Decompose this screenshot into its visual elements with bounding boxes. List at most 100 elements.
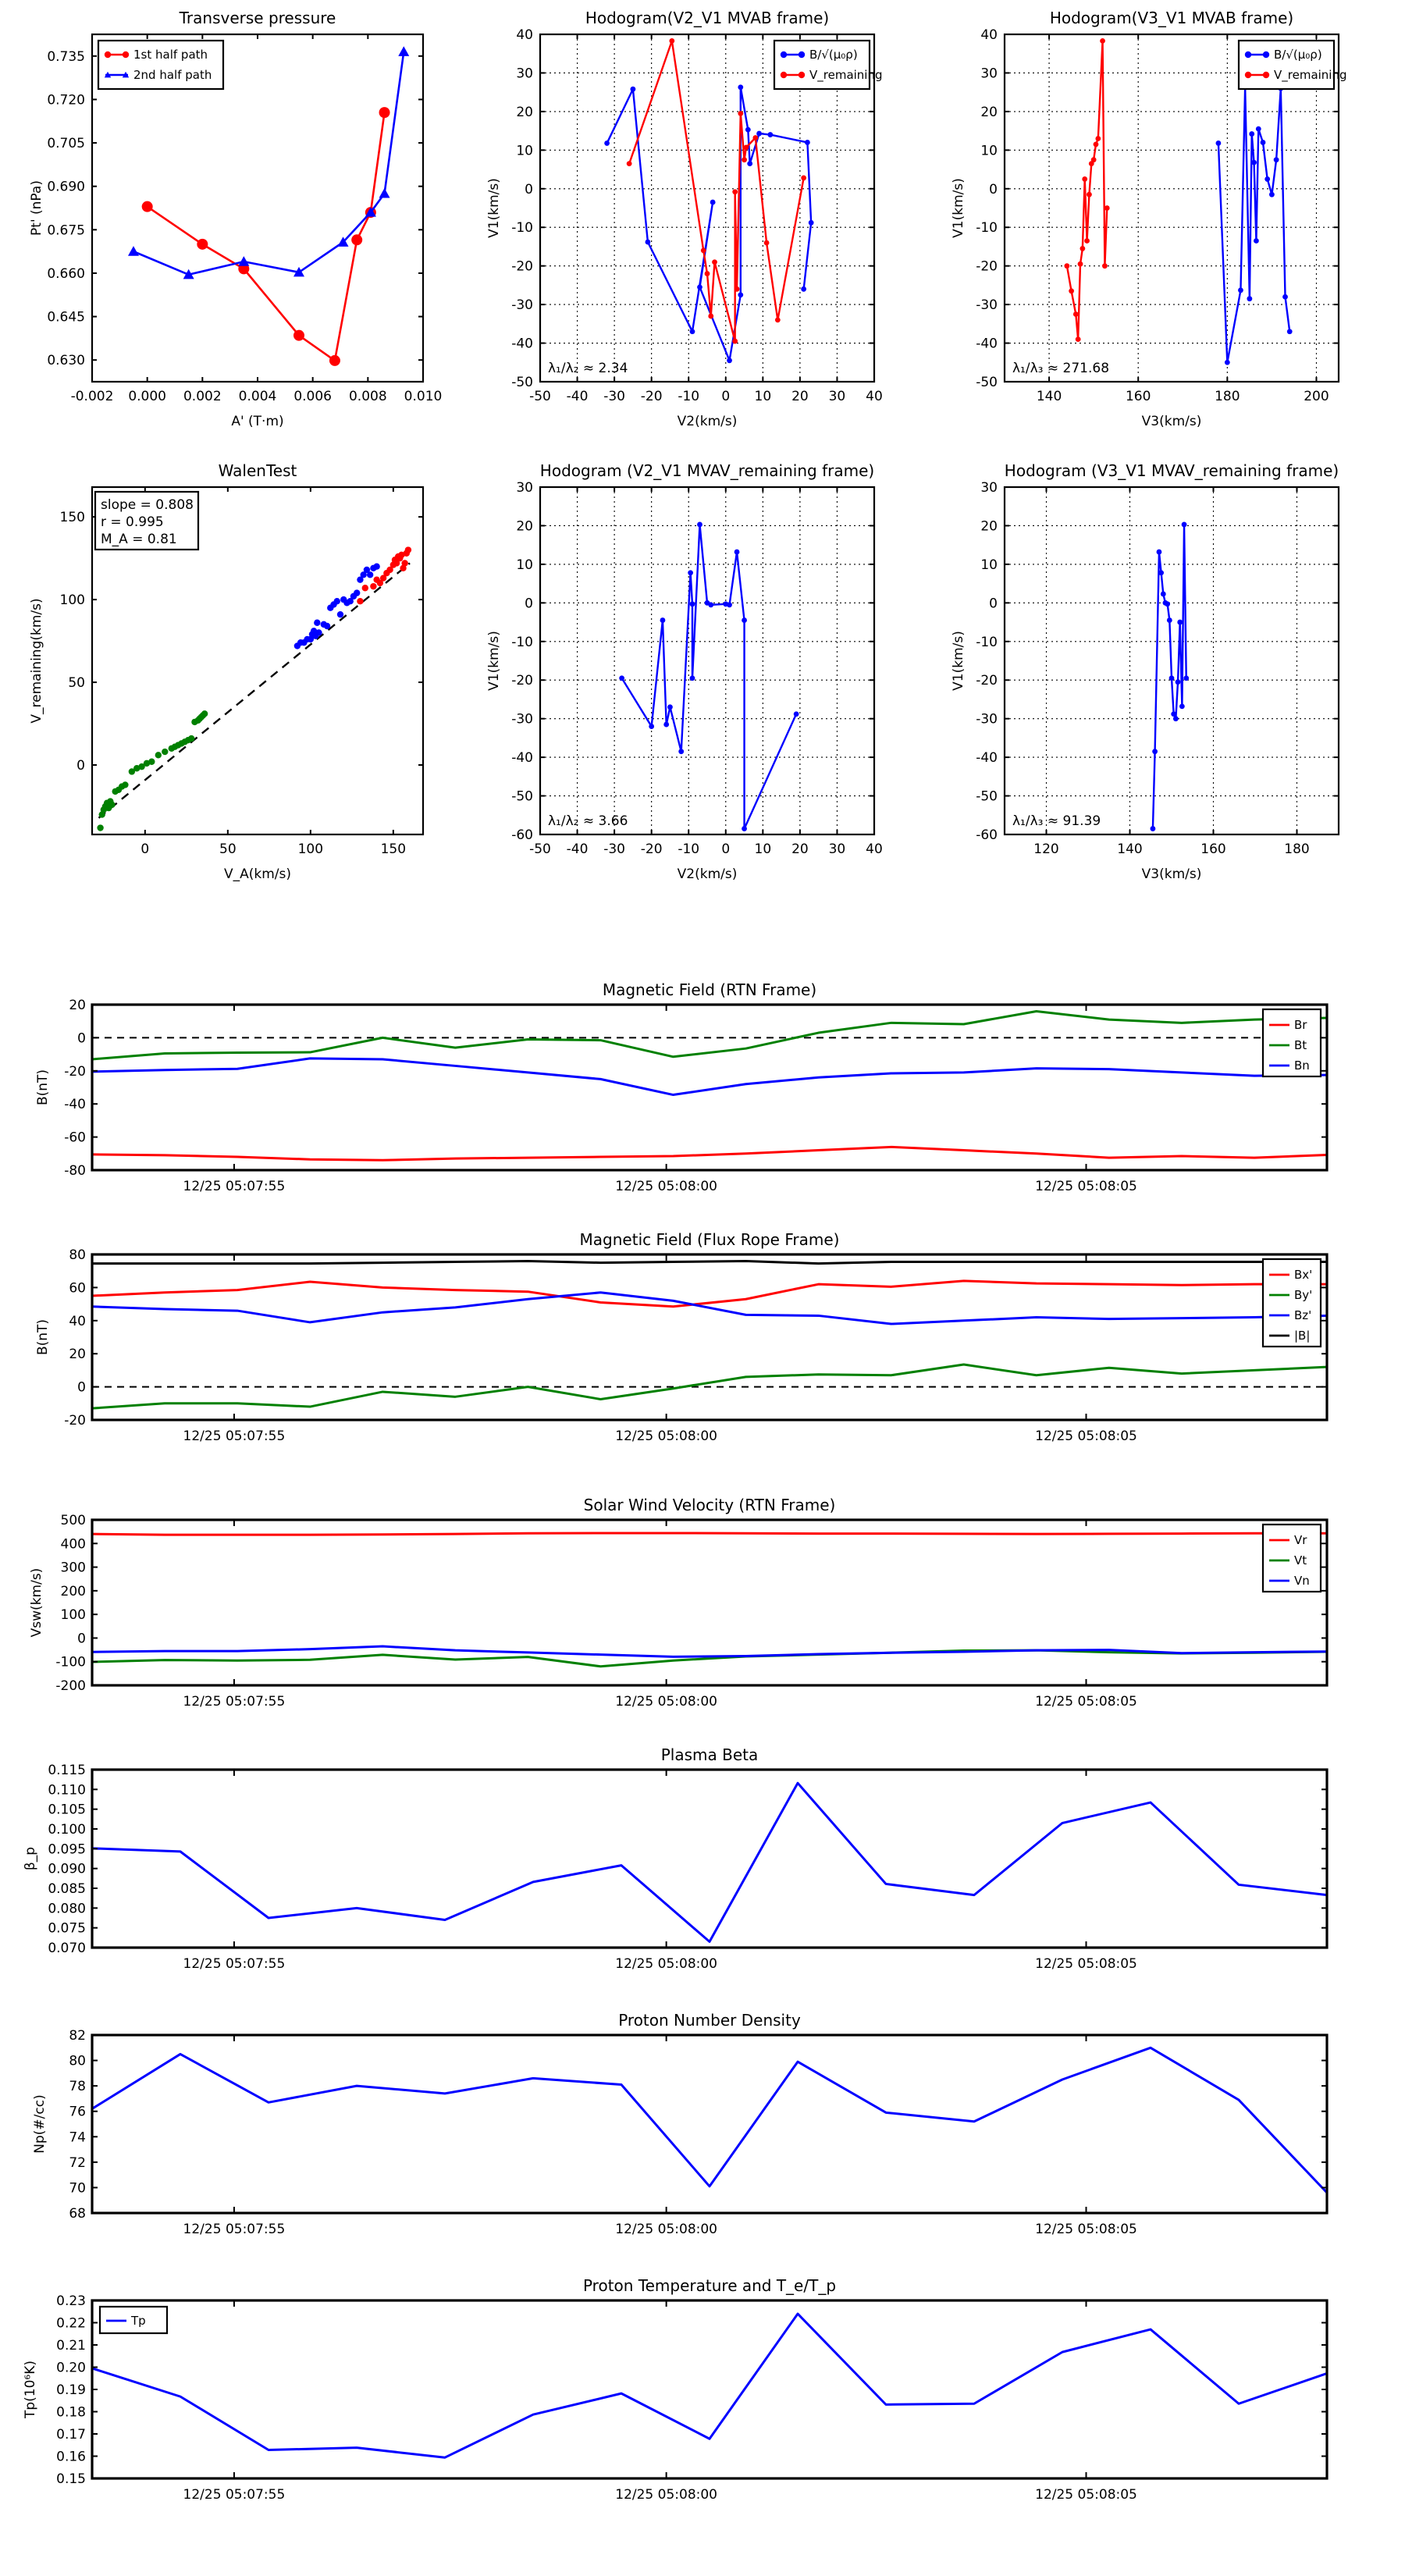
chart-title: Magnetic Field (Flux Rope Frame) (580, 1230, 840, 1249)
legend-label: Bt (1294, 1038, 1307, 1052)
x-tick-label: 0.008 (349, 389, 387, 404)
panel-magnetic-field-rtn: Magnetic Field (RTN Frame) -80 -60 -40 -20 0 2… (0, 972, 1405, 1222)
y-tick-label: 200 (61, 1584, 86, 1599)
y-tick-label: -20 (64, 1064, 86, 1080)
x-tick-label: 10 (755, 389, 772, 404)
legend-label: Bn (1294, 1059, 1310, 1073)
x-tick-label: 12/25 05:08:05 (1035, 1179, 1137, 1194)
chart-title: Plasma Beta (661, 1745, 759, 1764)
x-tick-label: 40 (866, 841, 883, 857)
panel-hodogram-v3v1-mvab: Hodogram(V3_V1 MVAB frame) 140 160 180 200 -5… (933, 0, 1401, 453)
y-tick-label: 0.105 (48, 1802, 86, 1818)
y-tick-label: 0.090 (48, 1862, 86, 1877)
x-tick-label: 20 (791, 841, 809, 857)
legend-label: By' (1294, 1288, 1312, 1302)
y-tick-label: 0 (77, 1030, 86, 1046)
plot-frame (1003, 486, 1340, 836)
y-tick-label: 0.085 (48, 1881, 86, 1897)
x-axis-label: V3(km/s) (1142, 414, 1202, 429)
y-tick-label: 0.075 (48, 1921, 86, 1937)
x-tick-label: 100 (298, 841, 323, 857)
y-tick-label: 40 (516, 27, 533, 43)
legend-label: |B| (1294, 1329, 1310, 1343)
x-tick-label: 12/25 05:08:00 (615, 1694, 717, 1710)
y-tick-label: 0.705 (47, 136, 85, 151)
y-tick-label: 20 (69, 998, 86, 1013)
y-tick-label: -20 (976, 673, 998, 688)
panel-solar-wind-velocity: Solar Wind Velocity (RTN Frame) -200 -100 0… (0, 1487, 1405, 1737)
x-tick-label: -20 (641, 389, 663, 404)
series-0 (1150, 521, 1190, 831)
x-tick-label: 12/25 05:08:00 (615, 1179, 717, 1194)
y-axis-label: V1(km/s) (951, 631, 966, 691)
x-tick-label: 120 (1033, 841, 1058, 857)
y-tick-label: -40 (511, 750, 533, 766)
x-tick-label: -50 (529, 389, 551, 404)
panel-proton-temperature: Proton Temperature and T_e/T_p 0.15 0.16 0.… (0, 2268, 1405, 2533)
y-tick-label: 0.675 (47, 222, 85, 238)
x-tick-label: 12/25 05:08:05 (1035, 2487, 1137, 2503)
y-tick-label: 40 (980, 27, 998, 43)
series-1 (1064, 38, 1110, 343)
x-tick-label: 20 (791, 389, 809, 404)
chart-title: Hodogram(V2_V1 MVAB frame) (585, 9, 829, 27)
y-tick-label: 0.630 (47, 353, 85, 368)
y-tick-label: 0.720 (47, 92, 85, 108)
y-tick-label: -50 (976, 789, 998, 805)
y-axis-label: V1(km/s) (486, 631, 502, 691)
legend-label: Vt (1294, 1553, 1307, 1567)
y-tick-label: 30 (980, 66, 998, 81)
x-tick-label: -40 (567, 389, 589, 404)
x-tick-label: 12/25 05:07:55 (183, 1179, 286, 1194)
y-tick-label: 70 (69, 2180, 86, 2196)
y-tick-label: 500 (61, 1513, 86, 1528)
x-tick-label: 0 (140, 841, 149, 857)
y-tick-label: 0.23 (56, 2293, 86, 2309)
x-tick-label: -40 (567, 841, 589, 857)
series-1 (128, 46, 410, 279)
x-tick-label: 160 (1200, 841, 1225, 857)
x-tick-label: 140 (1117, 841, 1142, 857)
chart-title: Proton Temperature and T_e/T_p (583, 2276, 836, 2295)
y-tick-label: -60 (64, 1130, 86, 1146)
x-tick-label: -0.002 (71, 389, 114, 404)
series-|B| (91, 1259, 1329, 1265)
legend: B/√(μ₀ρ) V_remaining (1237, 39, 1347, 91)
y-tick-label: 0.100 (48, 1822, 86, 1838)
x-tick-label: 10 (755, 841, 772, 857)
stats-box (94, 490, 200, 551)
y-tick-label: -80 (64, 1163, 86, 1179)
y-tick-label: 0.16 (56, 2450, 86, 2465)
y-tick-label: 0 (525, 596, 533, 611)
y-tick-label: -10 (511, 635, 533, 650)
x-tick-label: 0.002 (183, 389, 222, 404)
y-tick-label: -20 (511, 673, 533, 688)
y-tick-label: 20 (516, 518, 533, 534)
x-tick-label: 180 (1215, 389, 1240, 404)
y-tick-label: 20 (69, 1347, 86, 1362)
panel-hodogram-v3v1-mvav: Hodogram (V3_V1 MVAV_remaining frame) 120… (933, 453, 1401, 906)
y-tick-label: 100 (61, 1607, 86, 1623)
x-tick-label: -50 (529, 841, 551, 857)
legend-label: V_remaining (809, 68, 883, 83)
panel-plasma-beta: Plasma Beta 0.070 0.075 0.080 0.085 0.090 0.09… (0, 1737, 1405, 1998)
y-axis-label: β_p (23, 1847, 38, 1870)
legend-label: B/√(μ₀ρ) (1274, 48, 1322, 62)
plot-frame (539, 33, 876, 383)
chart-title: Hodogram (V2_V1 MVAV_remaining frame) (540, 461, 874, 480)
x-tick-label: 12/25 05:07:55 (183, 2487, 286, 2503)
y-tick-label: 0.22 (56, 2316, 86, 2332)
y-tick-label: 0 (76, 758, 85, 774)
y-axis-label: V_remaining(km/s) (29, 598, 44, 723)
legend-label: V_remaining (1274, 68, 1347, 83)
y-axis-label: Np(#/cc) (32, 2094, 48, 2153)
x-tick-label: 30 (829, 841, 846, 857)
plot-frame (539, 486, 876, 836)
stats-line: M_A = 0.81 (101, 532, 177, 547)
chart-title: Transverse pressure (179, 9, 336, 27)
series-2 (357, 546, 412, 605)
series-Bz' (91, 1291, 1329, 1325)
x-axis-label: V_A(km/s) (224, 866, 291, 882)
y-tick-label: 0.690 (47, 180, 85, 195)
series-Vr (91, 1532, 1329, 1536)
